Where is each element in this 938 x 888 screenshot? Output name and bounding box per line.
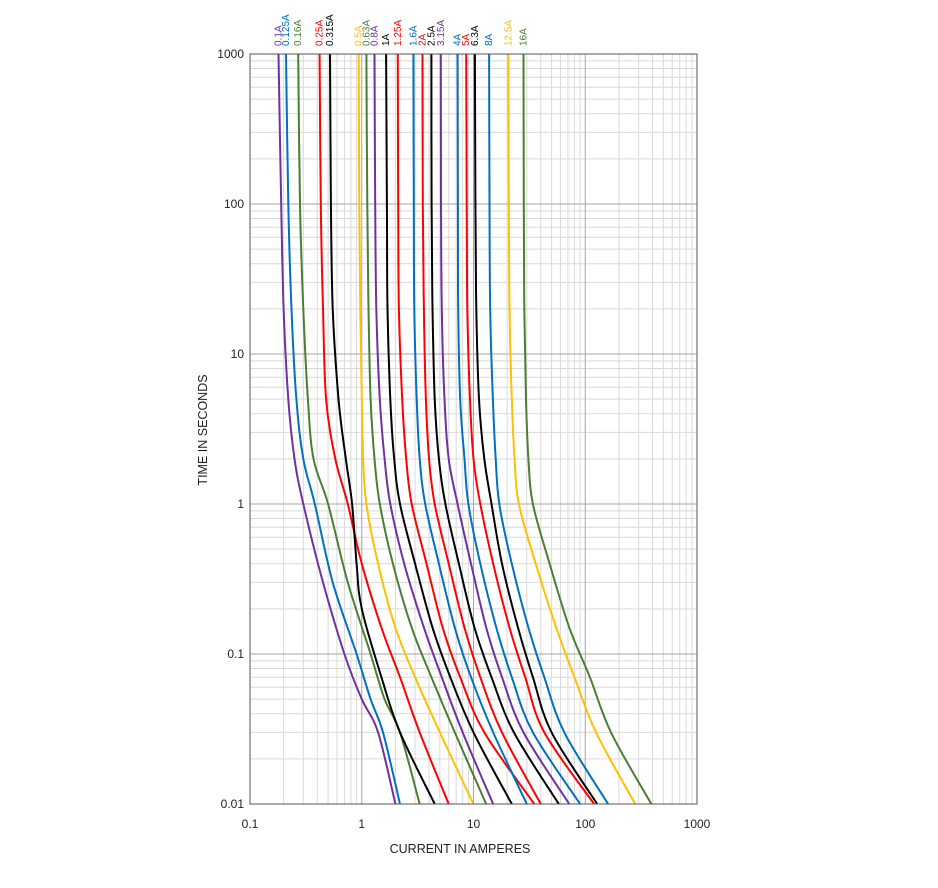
x-tick-label: 1000 xyxy=(684,817,711,831)
series-label: 0.1A xyxy=(274,25,285,46)
series-label: 0.16A xyxy=(293,20,304,46)
y-tick-label: 1000 xyxy=(217,47,244,61)
y-tick-label: 10 xyxy=(231,347,245,361)
series-label: 2A xyxy=(418,33,429,46)
series-line xyxy=(396,53,536,805)
series-line xyxy=(373,53,495,805)
series-label: 0.25A xyxy=(315,20,326,46)
series-label: 1.6A xyxy=(408,25,419,46)
series-line xyxy=(365,53,488,805)
series-label: 3.15A xyxy=(436,20,447,46)
x-tick-label: 0.1 xyxy=(242,817,259,831)
x-tick-label: 10 xyxy=(467,817,481,831)
series-line xyxy=(318,53,450,805)
series-line xyxy=(285,53,401,805)
series-line xyxy=(357,53,475,805)
series-label: 0.63A xyxy=(361,20,372,46)
plot-frame xyxy=(249,53,698,805)
series-label: 5A xyxy=(461,33,472,46)
series-label: 6.3A xyxy=(470,25,481,46)
series-line xyxy=(522,53,653,805)
series-line xyxy=(456,53,581,805)
series-line xyxy=(297,53,421,805)
series-line xyxy=(277,53,397,805)
series-label: 16A xyxy=(519,28,530,46)
series-line xyxy=(439,53,571,805)
series-label: 1.25A xyxy=(393,20,404,46)
x-tick-labels: 0.1 1 10 100 1000 xyxy=(242,817,711,831)
series-line xyxy=(412,53,528,805)
series-label: 0.315A xyxy=(325,14,336,46)
series-line xyxy=(507,53,637,805)
series-line xyxy=(421,53,542,805)
series-lines xyxy=(277,53,653,805)
x-axis-title: CURRENT IN AMPERES xyxy=(390,842,531,856)
x-tick-label: 100 xyxy=(575,817,595,831)
series-label: 0.125A xyxy=(281,14,292,46)
series-line xyxy=(430,53,560,805)
y-tick-label: 0.01 xyxy=(221,797,245,811)
series-label: 8A xyxy=(484,33,495,46)
series-label: 2.5A xyxy=(426,25,437,46)
y-axis-title: TIME IN SECONDS xyxy=(196,374,210,485)
series-line xyxy=(488,53,609,805)
y-tick-label: 100 xyxy=(224,197,244,211)
series-label: 0.5A xyxy=(354,25,365,46)
series-label: 0.8A xyxy=(370,25,381,46)
series-label: 4A xyxy=(453,33,464,46)
y-tick-label: 1 xyxy=(237,497,244,511)
series-line xyxy=(329,53,436,805)
series-line xyxy=(473,53,599,805)
y-tick-labels: 0.01 0.1 1 10 100 1000 xyxy=(217,47,244,811)
series-label: 1A xyxy=(381,33,392,46)
series-line xyxy=(385,53,513,805)
x-tick-label: 1 xyxy=(358,817,365,831)
series-label: 12.5A xyxy=(503,20,514,46)
series-line xyxy=(465,53,595,805)
y-tick-label: 0.1 xyxy=(227,647,244,661)
